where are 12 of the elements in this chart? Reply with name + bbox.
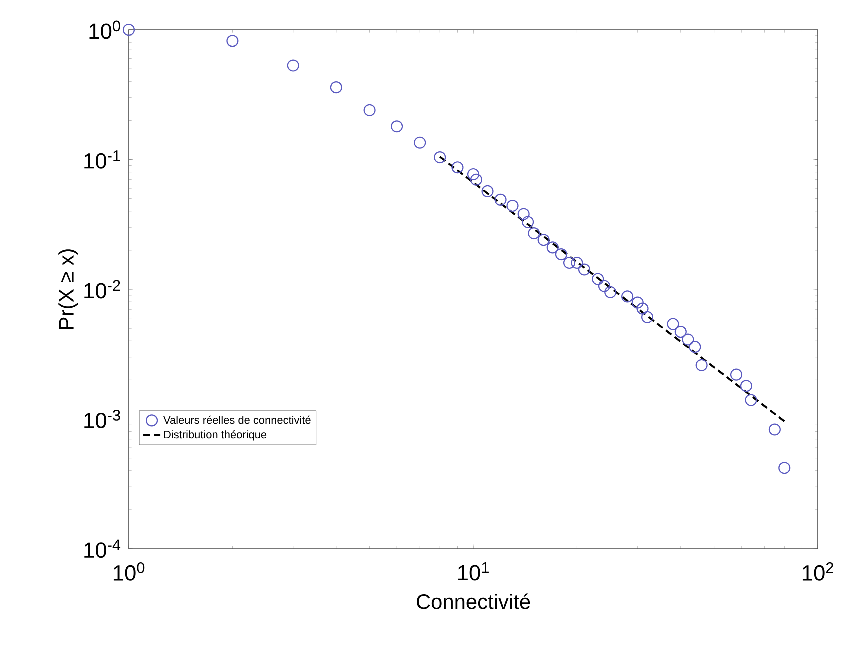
legend-label: Valeurs réelles de connectivité: [164, 416, 311, 424]
y-tick-label: 10$^{-3}$: [84, 410, 120, 428]
x-tick-label: 10$^{2}$: [802, 562, 834, 581]
y-axis-title: Pr(X ≥ x): [58, 250, 78, 329]
y-tick-label: 10$^{0}$: [90, 20, 120, 40]
legend-label: Distribution théorique: [164, 430, 267, 441]
x-tick-label: 10$^{0}$: [114, 562, 145, 581]
x-axis-title: Connectivité: [417, 594, 530, 610]
y-tick-label: 10$^{-2}$: [84, 280, 120, 299]
y-tick-label: 10$^{-4}$: [84, 540, 121, 558]
y-tick-label: 10$^{-1}$: [84, 150, 120, 169]
x-tick-label: 10$^{1}$: [458, 562, 489, 581]
